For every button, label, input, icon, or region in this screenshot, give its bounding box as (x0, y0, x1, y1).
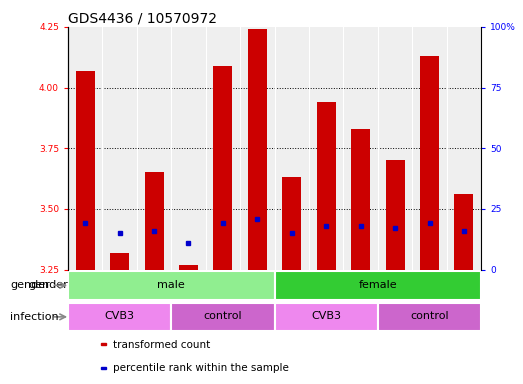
Text: female: female (359, 280, 397, 290)
Bar (68, 303, 172, 331)
Bar (144, 172, 164, 270)
Bar (103, 27, 137, 270)
Bar (248, 29, 267, 270)
Bar (454, 194, 473, 270)
Bar (68, 27, 103, 270)
Bar (275, 271, 481, 300)
Text: control: control (203, 311, 242, 321)
Text: gender: gender (10, 280, 50, 290)
Bar (447, 27, 481, 270)
Bar (172, 303, 275, 331)
Bar (317, 102, 336, 270)
Text: infection: infection (10, 312, 59, 322)
Bar (378, 27, 412, 270)
Text: control: control (410, 311, 449, 321)
Bar (282, 177, 301, 270)
Text: percentile rank within the sample: percentile rank within the sample (113, 364, 289, 374)
Bar (275, 27, 309, 270)
Text: CVB3: CVB3 (311, 311, 341, 321)
Text: CVB3: CVB3 (105, 311, 134, 321)
Bar (420, 56, 439, 270)
Bar (179, 265, 198, 270)
Text: GDS4436 / 10570972: GDS4436 / 10570972 (68, 12, 217, 26)
Text: transformed count: transformed count (113, 340, 211, 350)
Bar (385, 161, 405, 270)
Bar (101, 367, 107, 369)
Bar (378, 303, 481, 331)
Bar (309, 27, 344, 270)
Text: male: male (157, 280, 185, 290)
Bar (137, 27, 172, 270)
Bar (213, 66, 232, 270)
Bar (351, 129, 370, 270)
Bar (240, 27, 275, 270)
Bar (344, 27, 378, 270)
Bar (76, 71, 95, 270)
Bar (172, 27, 206, 270)
Bar (412, 27, 447, 270)
Bar (110, 253, 129, 270)
Bar (68, 271, 275, 300)
Bar (206, 27, 240, 270)
Bar (101, 343, 107, 345)
Bar (275, 303, 378, 331)
Text: gender: gender (28, 280, 68, 290)
